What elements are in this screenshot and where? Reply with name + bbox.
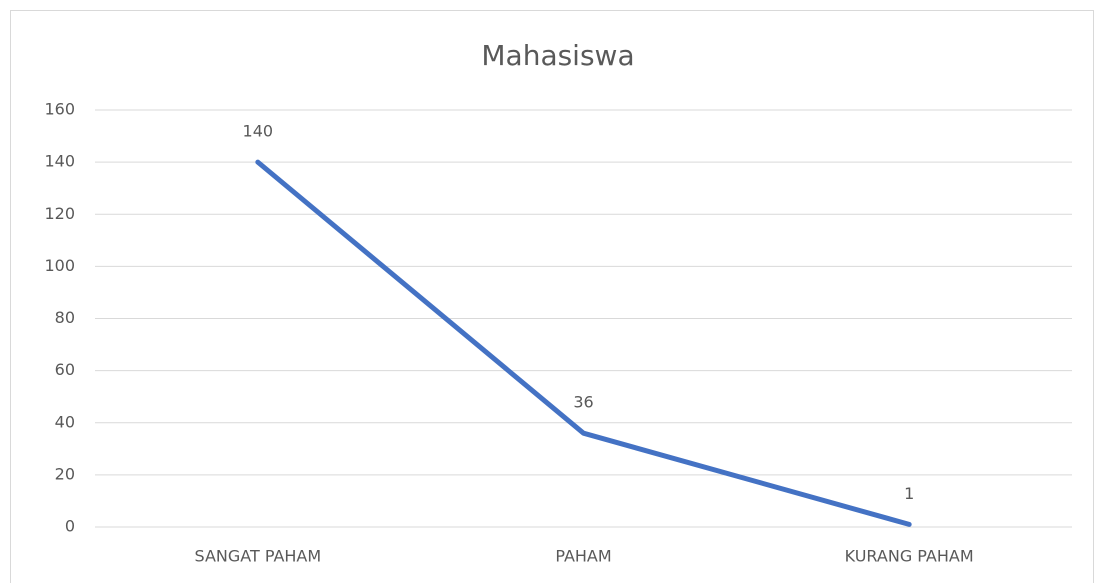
data-label: 1	[904, 484, 914, 503]
x-tick-label: SANGAT PAHAM	[194, 547, 321, 566]
y-tick-label: 100	[44, 256, 75, 275]
data-line	[255, 159, 912, 527]
y-tick-label: 60	[55, 360, 75, 379]
data-label: 140	[243, 122, 274, 141]
y-tick-label: 20	[55, 464, 75, 483]
x-tick-label: PAHAM	[555, 547, 611, 566]
y-tick-label: 80	[55, 308, 75, 327]
chart-title: Mahasiswa	[481, 39, 634, 72]
y-tick-label: 140	[44, 152, 75, 171]
data-label: 36	[573, 393, 593, 412]
y-tick-label: 0	[65, 517, 75, 536]
y-tick-label: 120	[44, 204, 75, 223]
chart-border	[10, 10, 1094, 583]
x-tick-label: KURANG PAHAM	[845, 547, 974, 566]
y-tick-label: 40	[55, 412, 75, 431]
y-tick-label: 160	[44, 100, 75, 119]
